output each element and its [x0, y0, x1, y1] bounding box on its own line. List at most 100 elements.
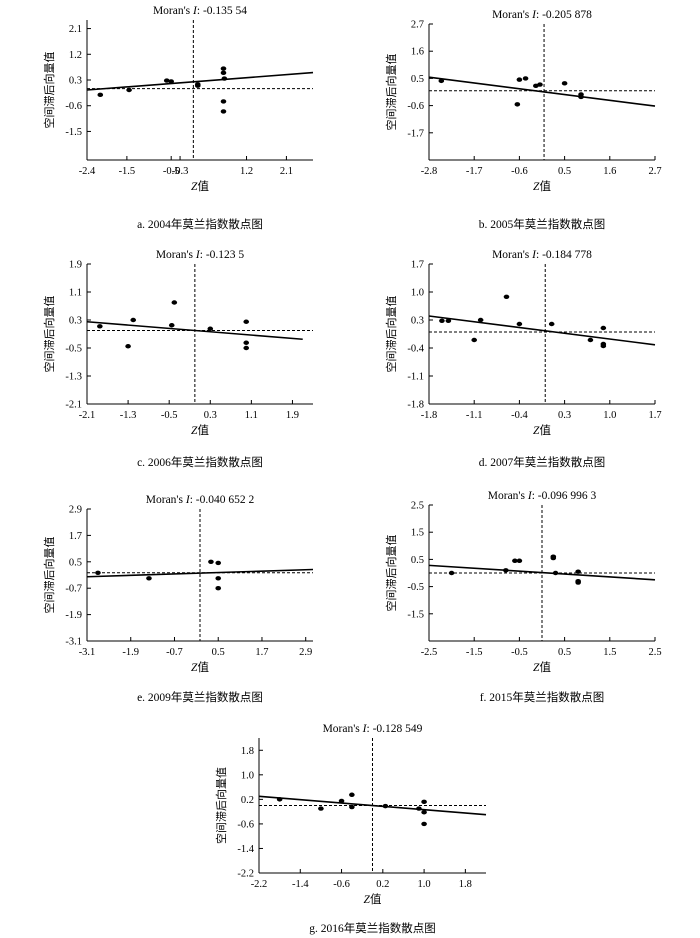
- x-axis-label: Z值: [191, 179, 209, 193]
- title-italic: I: [527, 490, 533, 502]
- chart-title: Moran's I: -0.040 652 2: [146, 494, 255, 506]
- x-tick-label: 1.0: [603, 410, 616, 421]
- x-tick-label: -0.5: [163, 166, 180, 177]
- x-tick-label: -2.8: [421, 166, 438, 177]
- y-tick-label: 1.8: [241, 746, 254, 757]
- regression-line: [86, 568, 314, 578]
- data-point: [207, 326, 214, 331]
- chart-title: Moran's I: -0.096 996 3: [488, 490, 597, 502]
- data-point: [243, 340, 250, 345]
- scatter-panel-e: Moran's I: -0.040 652 2 2.9 1.7 0.5 -0.7 -1.9…: [42, 494, 314, 704]
- x-tick-label: 1.6: [603, 166, 616, 177]
- x-axis-label-italic: Z: [191, 425, 198, 437]
- y-tick-label: -1.5: [65, 127, 82, 138]
- y-tick-label: 0.5: [411, 555, 424, 566]
- data-point: [516, 77, 523, 82]
- y-tick-label: 0.2: [241, 795, 254, 806]
- figure-caption: e. 2009年莫兰指数散点图: [137, 690, 263, 704]
- y-tick-label: -1.7: [407, 128, 424, 139]
- regression-line: [428, 564, 656, 581]
- x-tick-label: -0.3: [172, 166, 189, 177]
- data-point: [220, 99, 227, 104]
- x-tick-label: -2.4: [79, 166, 96, 177]
- x-tick-label: -2.5: [421, 647, 438, 658]
- data-point: [215, 576, 222, 581]
- data-point: [349, 792, 355, 797]
- title-prefix: Moran's: [156, 249, 196, 261]
- data-point: [382, 803, 389, 809]
- y-tick-label: -1.1: [407, 372, 424, 383]
- scatter-panel-a: Moran's I: -0.135 54 2.1 1.2 0.3 -0.6 -1.5 -2.…: [42, 5, 314, 231]
- y-tick-label: -0.7: [65, 584, 82, 595]
- x-axis-label-rest: 值: [197, 660, 209, 674]
- title-italic: I: [531, 249, 537, 261]
- title-value: : -0.128 549: [367, 723, 423, 735]
- x-axis-label-italic: Z: [364, 894, 371, 906]
- data-point: [438, 78, 445, 84]
- y-axis-label: 空间滞后向量值: [384, 535, 398, 612]
- data-point: [516, 558, 523, 563]
- data-point: [522, 76, 529, 81]
- x-axis-label-italic: Z: [191, 662, 198, 674]
- scatter-panel-c: Moran's I: -0.123 5 1.9 1.1 0.3 -0.5 -1.3 -2.1…: [42, 249, 313, 469]
- y-tick-label: 1.5: [411, 528, 424, 539]
- data-point: [95, 570, 101, 575]
- x-axis-label-rest: 值: [539, 423, 551, 437]
- y-tick-label: 0.5: [411, 74, 424, 85]
- x-tick-label: -2.1: [79, 410, 96, 421]
- x-tick-label: -0.5: [161, 410, 178, 421]
- data-point: [338, 798, 345, 804]
- x-tick-label: -0.7: [166, 647, 183, 658]
- y-tick-label: -0.6: [65, 101, 82, 112]
- data-point: [220, 70, 227, 76]
- y-tick-label: 1.0: [411, 288, 424, 299]
- data-point: [276, 797, 283, 802]
- data-point: [503, 294, 510, 299]
- x-tick-label: -0.6: [511, 166, 528, 177]
- y-tick-label: -2.2: [237, 869, 254, 880]
- y-tick-label: -3.1: [65, 637, 82, 648]
- regression-line: [258, 795, 487, 816]
- x-tick-label: -1.3: [120, 410, 137, 421]
- x-tick-label: 2.9: [299, 647, 312, 658]
- data-point: [125, 344, 131, 349]
- title-value: : -0.135 54: [197, 5, 247, 17]
- data-point: [171, 300, 178, 305]
- data-point: [512, 558, 518, 563]
- title-value: : -0.096 996 3: [532, 490, 597, 502]
- title-prefix: Moran's: [492, 9, 532, 21]
- data-point: [514, 102, 521, 107]
- y-tick-label: 0.3: [411, 316, 424, 327]
- x-tick-label: -1.5: [466, 647, 483, 658]
- y-tick-label: -0.5: [65, 344, 82, 355]
- x-axis-label-italic: Z: [533, 425, 540, 437]
- title-value: : -0.040 652 2: [190, 494, 255, 506]
- data-point: [243, 345, 250, 351]
- data-point: [552, 570, 559, 576]
- data-point: [163, 78, 170, 83]
- x-axis-label: Z值: [533, 660, 551, 674]
- regression-line: [86, 71, 314, 91]
- x-tick-label: 0.5: [558, 647, 571, 658]
- data-point: [550, 555, 557, 561]
- x-axis-label-italic: Z: [533, 181, 540, 193]
- title-prefix: Moran's: [146, 494, 186, 506]
- y-tick-label: 0.5: [69, 557, 82, 568]
- data-point: [548, 321, 555, 327]
- y-tick-label: -0.5: [407, 582, 424, 593]
- title-prefix: Moran's: [323, 723, 363, 735]
- data-point: [600, 343, 607, 349]
- title-value: : -0.184 778: [536, 249, 592, 261]
- data-point: [215, 560, 222, 566]
- x-axis-label-rest: 值: [197, 423, 209, 437]
- y-tick-label: -1.4: [237, 844, 254, 855]
- x-axis-label-italic: Z: [191, 181, 198, 193]
- chart-title: Moran's I: -0.135 54: [153, 5, 247, 17]
- y-tick-label: 2.9: [69, 505, 82, 516]
- x-tick-label: 1.5: [603, 647, 616, 658]
- title-prefix: Moran's: [492, 249, 532, 261]
- x-axis-label: Z值: [191, 423, 209, 437]
- scatter-panel-d: Moran's I: -0.184 778 1.7 1.0 0.3 -0.4 -1.1 -1…: [384, 249, 662, 469]
- data-point: [537, 82, 543, 87]
- data-point: [471, 337, 478, 343]
